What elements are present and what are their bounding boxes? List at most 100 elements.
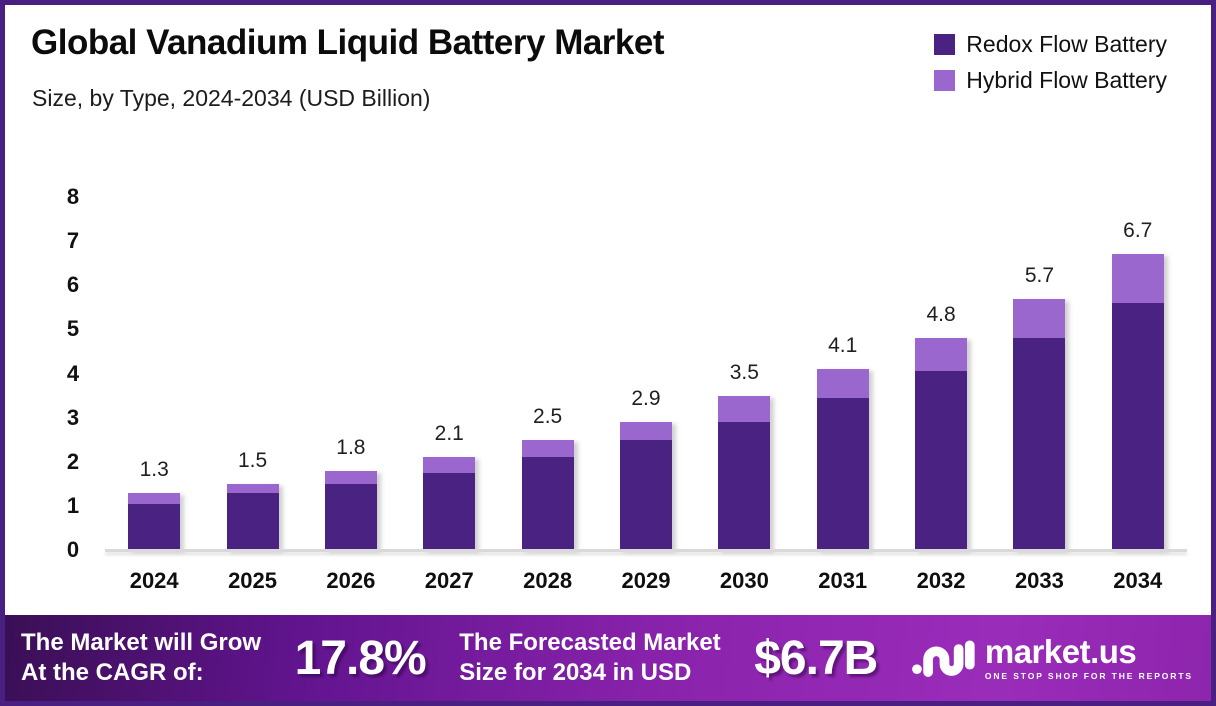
redox-segment-2025 — [226, 492, 279, 550]
y-tick-label-6: 6 — [66, 272, 80, 298]
brand-name: market.us — [984, 633, 1137, 670]
forecast-label-line1: The Forecasted Market — [459, 629, 721, 656]
x-tick-label-2028: 2028 — [523, 568, 573, 593]
legend-item-redox: Redox Flow Battery — [934, 31, 1167, 58]
market-us-logo-icon — [911, 640, 975, 677]
cagr-value: 17.8% — [294, 631, 427, 685]
hybrid-segment-2031 — [816, 369, 869, 398]
bar-total-label-2028: 2.5 — [533, 404, 563, 428]
stacked-bar-2026 — [324, 470, 377, 550]
hybrid-segment-2026 — [324, 470, 377, 484]
y-tick-label-1: 1 — [66, 492, 80, 518]
y-tick-label-3: 3 — [66, 404, 80, 430]
bar-total-label-2029: 2.9 — [631, 387, 661, 411]
x-tick-label-2026: 2026 — [326, 568, 376, 593]
redox-segment-2031 — [816, 397, 869, 550]
legend-swatch-redox-icon — [934, 34, 956, 55]
bar-total-label-2024: 1.3 — [139, 457, 169, 481]
redox-segment-2024 — [128, 503, 181, 550]
chart-legend: Redox Flow Battery Hybrid Flow Battery — [934, 31, 1167, 94]
stacked-bar-2029 — [619, 422, 672, 550]
bar-group-2027: 2.1 — [400, 197, 498, 550]
x-tick-label-2027: 2027 — [424, 568, 474, 593]
stacked-bar-2031 — [816, 369, 869, 550]
bar-group-2025: 1.5 — [203, 197, 301, 550]
y-tick-label-5: 5 — [66, 316, 80, 342]
cagr-label: The Market will Grow At the CAGR of: — [21, 628, 261, 688]
hybrid-segment-2033 — [1013, 298, 1066, 339]
x-tick-label-2031: 2031 — [818, 568, 868, 593]
bar-total-label-2031: 4.1 — [828, 334, 858, 358]
stacked-bar-2025 — [226, 483, 279, 550]
redox-segment-2034 — [1111, 302, 1164, 550]
bar-group-2031: 4.1 — [794, 197, 892, 550]
x-axis-labels: 2024 2025 2026 2027 2028 2029 2030 2031 2032 2033… — [105, 568, 1187, 594]
bar-total-label-2027: 2.1 — [434, 422, 464, 446]
bar-group-2029: 2.9 — [597, 197, 695, 550]
legend-label-hybrid: Hybrid Flow Battery — [966, 67, 1167, 93]
chart-title: Global Vanadium Liquid Battery Market — [31, 23, 665, 62]
legend-swatch-hybrid-icon — [934, 70, 956, 91]
hybrid-segment-2034 — [1111, 254, 1164, 303]
legend-label-redox: Redox Flow Battery — [966, 31, 1167, 57]
hybrid-segment-2029 — [619, 422, 672, 440]
plot-area: 1.3 1.5 1.8 2.1 2.5 2.9 3.5 4.1 4.8 5.7 6.7 — [105, 197, 1187, 552]
hybrid-segment-2027 — [423, 457, 476, 473]
forecast-value: $6.7B — [754, 631, 878, 685]
x-tick-label-2033: 2033 — [1014, 568, 1064, 593]
hybrid-segment-2024 — [128, 492, 181, 504]
bar-total-label-2034: 6.7 — [1123, 219, 1153, 243]
stacked-bar-2027 — [423, 457, 476, 550]
bar-total-label-2030: 3.5 — [729, 360, 759, 384]
bar-group-2026: 1.8 — [302, 197, 400, 550]
bar-total-label-2032: 4.8 — [926, 303, 956, 327]
brand-tagline: ONE STOP SHOP FOR THE REPORTS — [984, 671, 1193, 681]
redox-segment-2029 — [619, 439, 672, 550]
bar-group-2032: 4.8 — [892, 197, 990, 550]
y-axis: 0 1 2 3 4 5 6 7 8 — [53, 184, 93, 562]
y-tick-label-8: 8 — [66, 184, 80, 209]
cagr-label-line2: At the CAGR of: — [21, 659, 204, 686]
bars-container: 1.3 1.5 1.8 2.1 2.5 2.9 3.5 4.1 4.8 5.7 6.7 — [105, 197, 1187, 550]
hybrid-segment-2028 — [521, 439, 574, 458]
bar-group-2030: 3.5 — [695, 197, 793, 550]
hybrid-segment-2030 — [718, 395, 771, 422]
x-tick-label-2032: 2032 — [916, 568, 966, 593]
y-tick-label-2: 2 — [66, 448, 80, 474]
bar-group-2024: 1.3 — [105, 197, 203, 550]
bar-total-label-2033: 5.7 — [1024, 263, 1055, 287]
legend-item-hybrid: Hybrid Flow Battery — [934, 67, 1167, 94]
bar-total-label-2026: 1.8 — [336, 435, 366, 459]
x-tick-label-2029: 2029 — [621, 568, 671, 593]
cagr-label-line1: The Market will Grow — [21, 629, 262, 656]
x-tick-label-2034: 2034 — [1113, 568, 1163, 593]
hybrid-segment-2025 — [226, 483, 279, 493]
redox-segment-2030 — [718, 422, 771, 550]
stacked-bar-2024 — [128, 492, 181, 550]
bar-group-2034: 6.7 — [1089, 197, 1187, 550]
x-tick-label-2030: 2030 — [719, 568, 769, 593]
footer-banner: The Market will Grow At the CAGR of: 17.… — [5, 615, 1211, 701]
bar-group-2033: 5.7 — [990, 197, 1088, 550]
brand-logo: market.us ONE STOP SHOP FOR THE REPORTS — [911, 635, 1193, 681]
brand-text: market.us ONE STOP SHOP FOR THE REPORTS — [985, 635, 1193, 681]
chart-subtitle: Size, by Type, 2024-2034 (USD Billion) — [32, 85, 431, 111]
stacked-bar-2028 — [521, 439, 574, 550]
x-tick-label-2025: 2025 — [228, 568, 278, 593]
hybrid-segment-2032 — [915, 338, 968, 372]
redox-segment-2026 — [324, 483, 377, 550]
stacked-bar-2030 — [718, 395, 771, 550]
x-tick-label-2024: 2024 — [129, 568, 179, 593]
forecast-label: The Forecasted Market Size for 2034 in U… — [459, 628, 720, 688]
redox-segment-2027 — [423, 472, 476, 550]
bar-total-label-2025: 1.5 — [237, 448, 268, 472]
y-tick-label-4: 4 — [66, 360, 80, 386]
x-axis-line — [105, 549, 1187, 552]
y-tick-label-0: 0 — [66, 537, 80, 562]
stacked-bar-2032 — [915, 338, 968, 550]
forecast-label-line2: Size for 2034 in USD — [459, 659, 692, 686]
redox-segment-2028 — [521, 457, 574, 550]
bar-group-2028: 2.5 — [498, 197, 596, 550]
stacked-bar-2034 — [1111, 254, 1164, 550]
